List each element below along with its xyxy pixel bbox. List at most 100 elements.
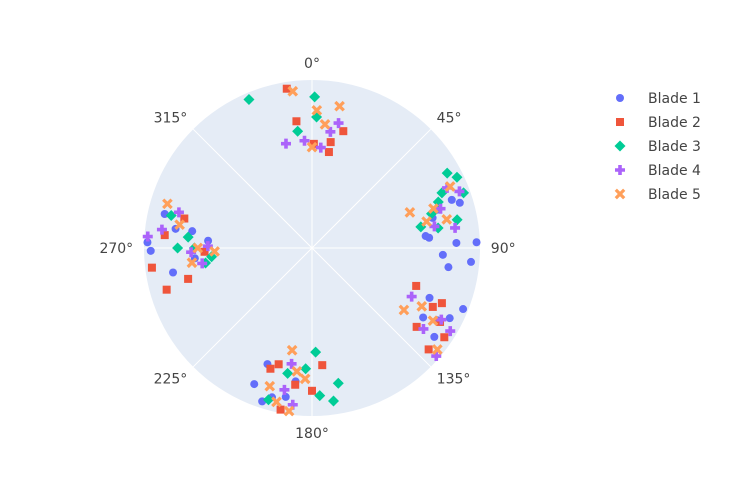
data-point — [162, 198, 173, 210]
data-point — [271, 396, 282, 408]
data-point — [188, 227, 197, 236]
data-point — [428, 203, 439, 214]
data-point — [334, 100, 345, 112]
angular-tick-label: 135° — [437, 372, 471, 388]
angular-gridline — [192, 247, 313, 368]
angular-tick-label: 90° — [491, 241, 516, 257]
data-point — [416, 301, 428, 312]
data-point — [421, 232, 430, 241]
data-point — [441, 167, 453, 179]
data-point — [430, 332, 439, 341]
data-point — [436, 314, 447, 325]
data-point — [319, 119, 331, 130]
legend-item[interactable]: Blade 5 — [614, 187, 701, 203]
data-point — [310, 346, 322, 358]
data-point — [466, 257, 475, 266]
data-point — [437, 299, 446, 308]
data-point — [306, 141, 318, 153]
data-point — [452, 238, 461, 247]
data-point — [309, 91, 321, 103]
data-point — [444, 181, 456, 192]
data-point — [436, 187, 448, 199]
legend-label: Blade 5 — [648, 187, 701, 203]
data-point — [169, 268, 178, 277]
series-4 — [142, 118, 465, 410]
legend[interactable]: Blade 1 Blade 2 Blade 3 Blade 4 Blade 5 — [614, 91, 702, 203]
data-point — [286, 358, 297, 369]
data-point — [318, 361, 327, 370]
angular-gridline — [192, 128, 313, 249]
data-point — [197, 258, 208, 269]
data-point — [206, 251, 218, 263]
angular-tick-label: 45° — [437, 110, 462, 126]
data-point — [300, 363, 312, 375]
data-point — [398, 304, 410, 316]
angular-tick-label: 270° — [99, 241, 133, 257]
data-point — [280, 138, 291, 149]
data-point — [162, 285, 171, 294]
legend-item[interactable]: Blade 2 — [616, 115, 701, 131]
data-point — [324, 148, 333, 157]
data-point — [425, 293, 434, 302]
angular-tick-labels: 0° 45° 90° 135° 180° 225° 270° 315° — [99, 56, 515, 442]
legend-swatch — [615, 165, 625, 175]
data-point — [291, 366, 303, 377]
data-point — [292, 125, 304, 137]
legend-swatch — [616, 94, 624, 102]
data-point — [404, 207, 416, 218]
data-point — [451, 214, 463, 226]
data-point — [142, 231, 153, 242]
data-point — [419, 313, 428, 322]
legend-label: Blade 4 — [648, 163, 701, 179]
data-point — [328, 395, 340, 407]
data-point — [282, 367, 294, 379]
data-point — [283, 405, 295, 417]
series-5 — [162, 85, 456, 417]
data-point — [412, 281, 421, 290]
legend-item[interactable]: Blade 3 — [614, 139, 701, 155]
data-point — [186, 257, 198, 269]
data-point — [250, 380, 259, 389]
polar-gridlines — [144, 80, 480, 416]
angular-tick-label: 0° — [304, 56, 320, 72]
legend-swatch — [614, 140, 626, 152]
data-point — [209, 246, 220, 257]
data-point — [441, 214, 453, 225]
data-point — [440, 333, 449, 342]
data-point — [299, 135, 310, 146]
data-point — [292, 117, 301, 126]
angular-tick-label: 315° — [154, 110, 188, 126]
legend-item[interactable]: Blade 4 — [615, 163, 701, 179]
legend-label: Blade 3 — [648, 139, 701, 155]
data-point — [431, 351, 442, 362]
data-point — [326, 138, 335, 147]
data-point — [160, 231, 169, 240]
data-point — [146, 246, 155, 255]
data-point — [182, 231, 194, 243]
legend-swatch — [614, 188, 626, 200]
legend-swatch — [616, 118, 624, 126]
data-point — [200, 247, 209, 256]
data-point — [438, 250, 447, 259]
data-point — [174, 219, 185, 230]
data-point — [287, 399, 298, 410]
data-point — [427, 315, 439, 327]
data-point — [192, 242, 204, 254]
data-point — [424, 345, 433, 354]
data-point — [432, 344, 443, 355]
legend-item[interactable]: Blade 1 — [616, 91, 701, 107]
data-point — [291, 380, 300, 389]
data-point — [276, 405, 285, 414]
data-point — [445, 326, 456, 337]
data-point — [444, 263, 453, 272]
angular-gridline — [311, 247, 432, 368]
data-point — [450, 222, 461, 233]
angular-tick-label: 225° — [154, 372, 188, 388]
data-point — [264, 380, 276, 392]
data-point — [472, 238, 481, 247]
data-point — [421, 216, 432, 227]
data-point — [406, 291, 417, 302]
data-point — [445, 314, 454, 323]
data-point — [315, 142, 326, 153]
